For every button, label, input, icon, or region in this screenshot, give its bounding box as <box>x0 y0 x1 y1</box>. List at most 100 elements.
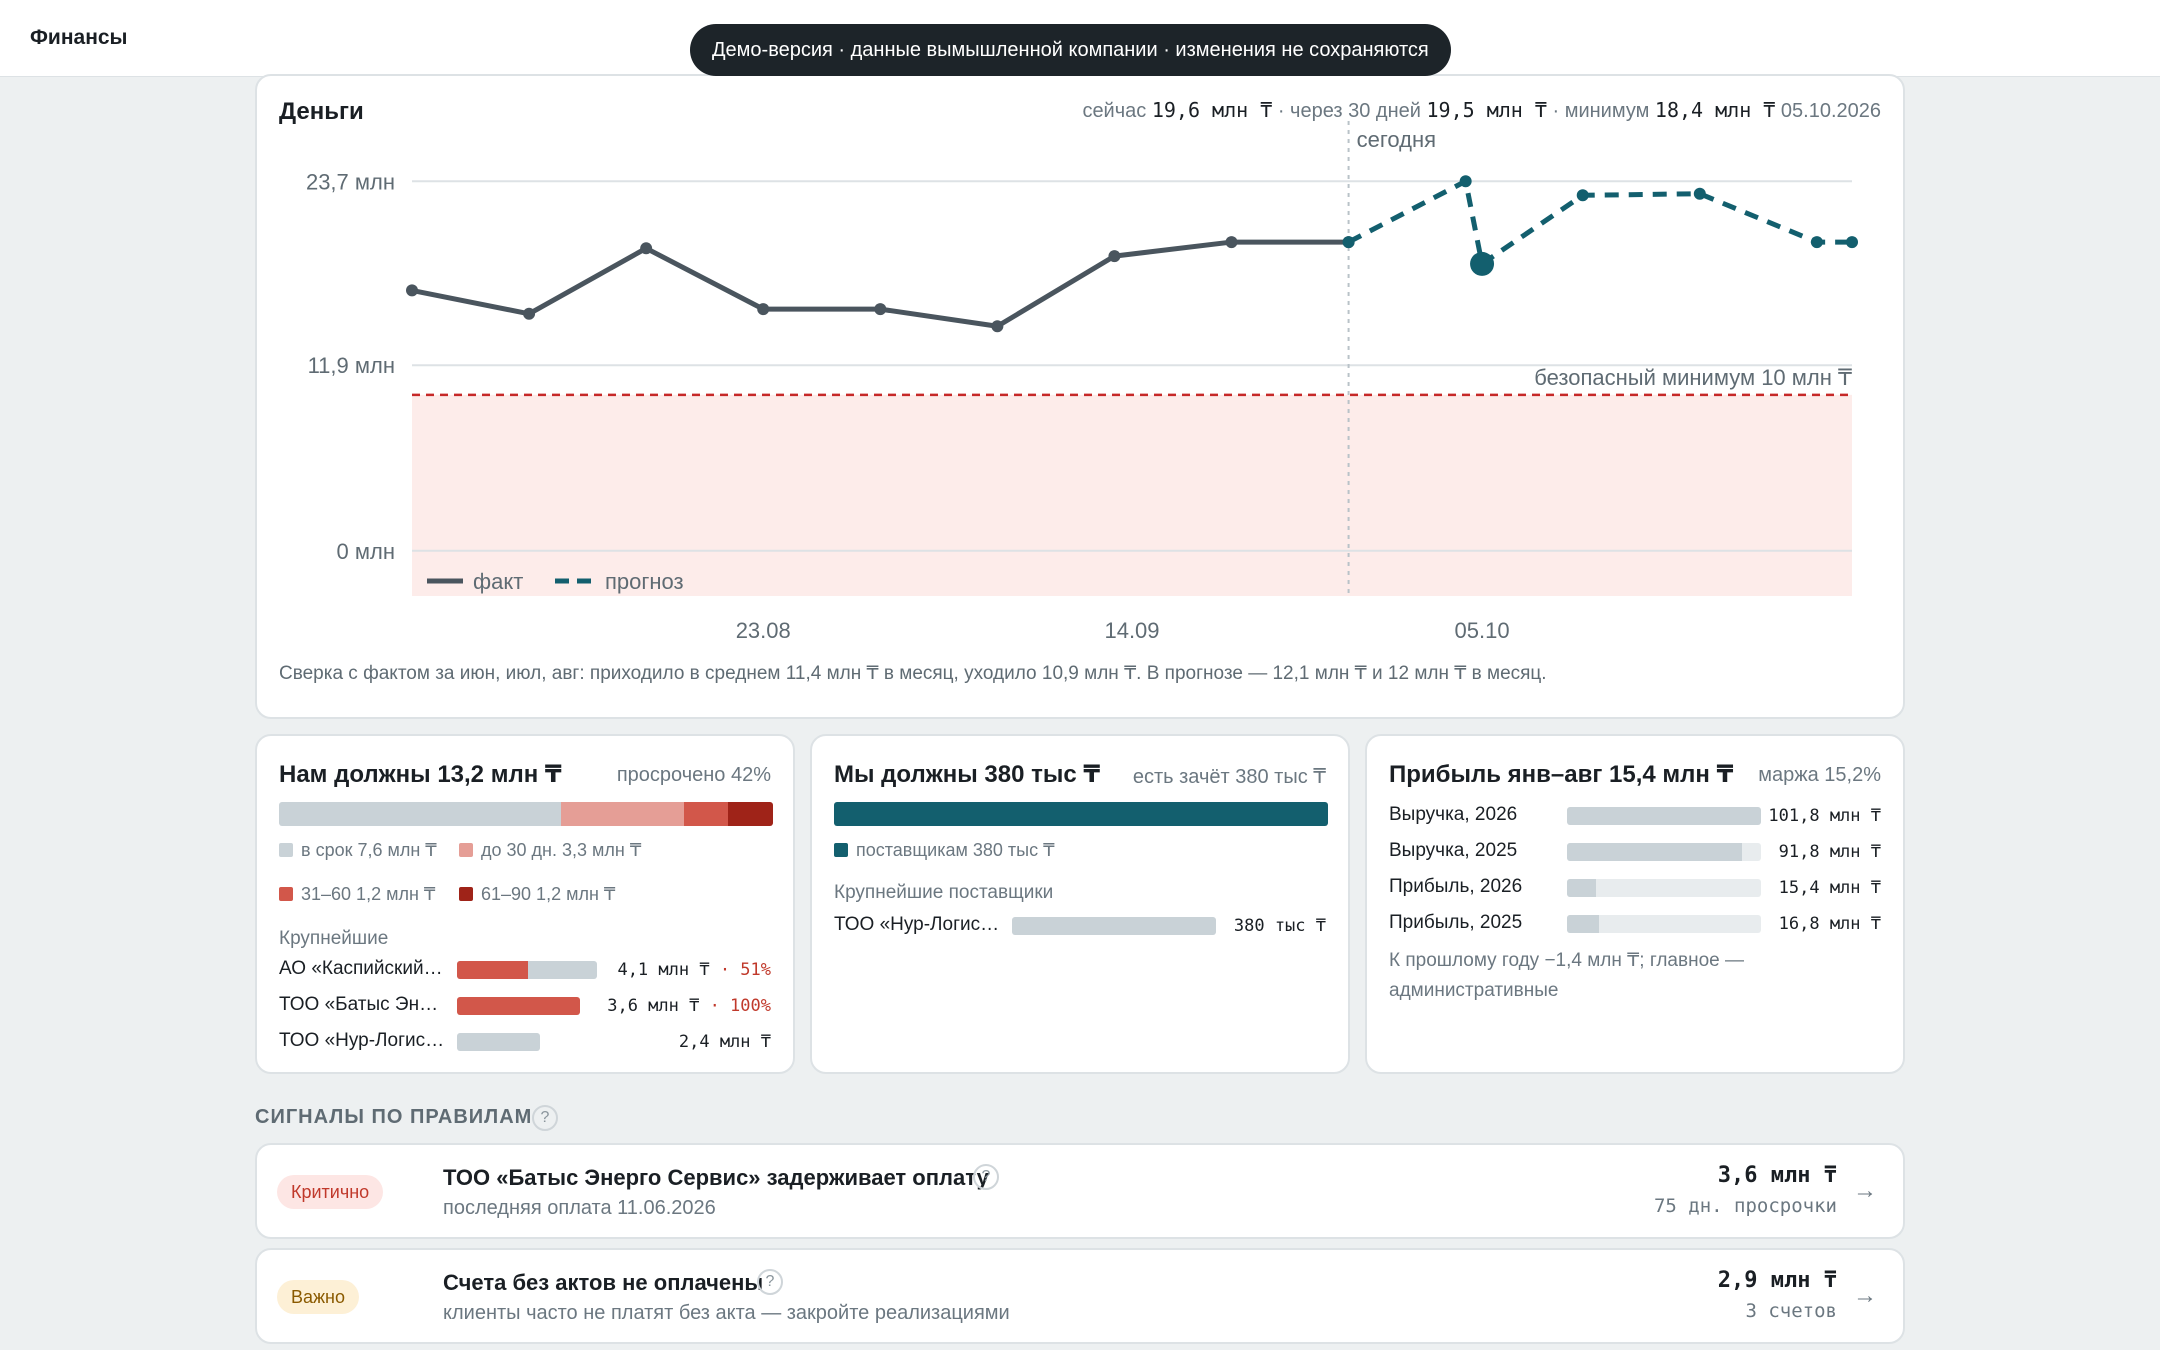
summary-in30-label: · через 30 дней <box>1277 100 1421 122</box>
debtor-value: 4,1 млн ₸ · 51% <box>617 960 771 980</box>
debtor-bar <box>457 961 597 979</box>
summary-min-label: · минимум <box>1552 100 1650 122</box>
y-tick-label: 11,9 млн <box>308 353 395 378</box>
legend-fact-label: факт <box>473 569 523 594</box>
payables-title: Мы должны 380 тыс ₸ <box>834 761 1101 788</box>
receivables-segment <box>561 802 684 826</box>
profit-row-bar <box>1567 807 1761 825</box>
forecast-point <box>1846 236 1858 249</box>
payables-card: Мы должны 380 тыс ₸ есть зачёт 380 тыс ₸… <box>810 734 1350 1074</box>
signal-subtitle: клиенты часто не платят без акта — закро… <box>443 1302 1010 1324</box>
x-tick-label: 14.09 <box>1104 618 1159 643</box>
summary-now-label: сейчас <box>1082 100 1147 122</box>
today-label: сегодня <box>1357 127 1436 152</box>
receivables-title: Нам должны 13,2 млн ₸ <box>279 761 562 788</box>
debtor-bar-overdue <box>457 997 581 1015</box>
signal-help-icon[interactable]: ? <box>757 1269 783 1295</box>
profit-title: Прибыль янв–авг 15,4 млн ₸ <box>1389 761 1734 788</box>
signal-amount: 3,6 млн ₸ <box>1717 1163 1837 1188</box>
signal-note: 75 дн. просрочки <box>1653 1195 1837 1217</box>
profit-row-bar <box>1567 915 1761 933</box>
profit-row-bar <box>1567 843 1761 861</box>
receivables-legend-item: 61–90 1,2 млн ₸ <box>459 884 615 905</box>
forecast-point <box>1576 189 1589 202</box>
arrow-right-icon[interactable]: → <box>1853 1177 1877 1204</box>
demo-banner: Демо-версия · данные вымышленной компани… <box>690 24 1451 76</box>
profit-row-bar <box>1567 879 1761 897</box>
legend-swatch <box>459 887 473 901</box>
profit-row-bar-fill <box>1567 879 1597 897</box>
payables-bar <box>834 802 1328 826</box>
signal-badge-important: Важно <box>277 1280 360 1314</box>
profit-row-bar-fill <box>1567 807 1761 825</box>
y-tick-label: 0 млн <box>337 539 395 564</box>
debtor-value: 3,6 млн ₸ · 100% <box>607 996 771 1016</box>
fact-point <box>406 284 418 297</box>
fact-point <box>523 307 536 320</box>
profit-row-value: 101,8 млн ₸ <box>1768 806 1881 826</box>
signals-title: СИГНАЛЫ ПО ПРАВИЛАМ <box>255 1106 533 1128</box>
receivables-card: Нам должны 13,2 млн ₸ просрочено 42% в с… <box>255 734 795 1074</box>
receivables-segment <box>279 802 562 826</box>
debtor-name[interactable]: АО «Каспийский… <box>279 958 443 979</box>
arrow-right-icon[interactable]: → <box>1853 1282 1877 1309</box>
debtor-bar <box>457 1033 540 1051</box>
signal-row[interactable]: Критично ТОО «Батыс Энерго Сервис» задер… <box>255 1143 1905 1239</box>
legend-swatch <box>279 887 293 901</box>
profit-card: Прибыль янв–авг 15,4 млн ₸ маржа 15,2% В… <box>1365 734 1905 1074</box>
signals-help-icon[interactable]: ? <box>532 1105 558 1131</box>
profit-row-value: 16,8 млн ₸ <box>1778 914 1881 934</box>
payables-legend: поставщикам 380 тыс ₸ <box>834 840 1055 861</box>
profit-row-bar-fill <box>1567 843 1742 861</box>
payables-row-value: 380 тыс ₸ <box>1233 916 1326 936</box>
money-summary: сейчас 19,6 млн ₸ · через 30 дней 19,5 м… <box>1082 98 1881 123</box>
money-chart: 0 млн 11,9 млн 23,7 млн безопасный минимум … <box>306 121 1858 643</box>
profit-row-value: 91,8 млн ₸ <box>1778 842 1881 862</box>
debtor-amount: 2,4 млн ₸ <box>678 1032 771 1052</box>
debtor-bar <box>457 997 581 1015</box>
legend-label: в срок 7,6 млн ₸ <box>301 840 437 860</box>
payables-row-bar <box>1012 917 1216 935</box>
signal-row[interactable]: Важно Счета без актов не оплачены ? клие… <box>255 1248 1905 1344</box>
signal-note: 3 счетов <box>1745 1300 1837 1322</box>
payables-row-name[interactable]: ТОО «Нур-Логис… <box>834 914 1000 935</box>
receivables-segment <box>683 802 729 826</box>
fact-point <box>640 242 653 255</box>
legend-forecast-label: прогноз <box>605 569 684 594</box>
forecast-point <box>1342 236 1355 249</box>
profit-row-bar-fill <box>1567 915 1599 933</box>
signal-badge-critical: Критично <box>277 1175 384 1209</box>
forecast-point <box>1693 187 1706 200</box>
legend-label: до 30 дн. 3,3 млн ₸ <box>481 840 642 860</box>
y-tick-label: 23,7 млн <box>306 169 395 194</box>
x-tick-label: 05.10 <box>1455 618 1510 643</box>
debtor-overdue-pct: · 100% <box>699 996 771 1016</box>
forecast-point <box>1459 175 1472 188</box>
debtor-name[interactable]: ТОО «Нур-Логис… <box>279 1030 445 1051</box>
profit-note: К прошлому году −1,4 млн ₸; главное — ад… <box>1389 946 1744 1006</box>
payables-legend-swatch <box>834 843 848 857</box>
receivables-top-label: Крупнейшие <box>279 928 389 949</box>
receivables-overdue: просрочено 42% <box>616 764 771 786</box>
profit-note-line2: административные <box>1389 980 1559 1001</box>
receivables-stack-bar <box>279 802 773 826</box>
money-title: Деньги <box>279 98 364 125</box>
safe-zone <box>412 394 1852 596</box>
profit-row-name: Прибыль, 2026 <box>1389 876 1523 897</box>
legend-swatch <box>279 843 293 857</box>
payables-offset: есть зачёт 380 тыс ₸ <box>1132 766 1326 788</box>
debtor-bar-overdue <box>457 961 529 979</box>
receivables-legend-item: 31–60 1,2 млн ₸ <box>279 884 435 905</box>
series-line-forecast <box>1347 178 1852 267</box>
signal-help-icon[interactable]: ? <box>973 1164 999 1190</box>
payables-top-label: Крупнейшие поставщики <box>834 882 1054 903</box>
fact-point <box>1108 250 1121 263</box>
debtor-name[interactable]: ТОО «Батыс Эне… <box>279 994 447 1015</box>
safe-minimum-label: безопасный минимум 10 млн ₸ <box>1534 365 1852 390</box>
legend-label: 31–60 1,2 млн ₸ <box>301 884 436 904</box>
summary-in30-value: 19,5 млн ₸ <box>1426 98 1547 122</box>
fact-point <box>991 320 1004 333</box>
signal-subtitle: последняя оплата 11.06.2026 <box>443 1197 716 1219</box>
x-tick-label: 23.08 <box>736 618 791 643</box>
payables-legend-label: поставщикам 380 тыс ₸ <box>856 840 1055 860</box>
